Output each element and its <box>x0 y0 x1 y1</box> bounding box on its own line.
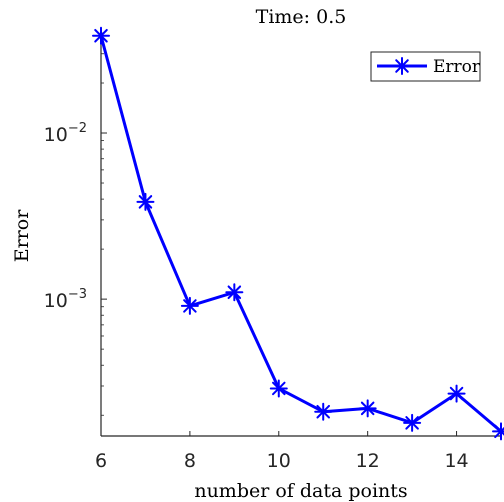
y-axis-label: Error <box>11 209 33 262</box>
y-tick-label-1: 10−3 <box>44 287 87 312</box>
legend: Error <box>370 51 481 82</box>
data-point-5 <box>314 402 333 421</box>
y-tick-label-base: 10 <box>44 290 68 312</box>
legend-marker <box>393 57 411 75</box>
x-tick-label-6: 6 <box>95 450 107 472</box>
data-point-2 <box>180 296 199 315</box>
data-point-6-stroke-3 <box>360 401 375 416</box>
data-point-9-stroke-3 <box>494 426 504 439</box>
data-point-0 <box>92 26 110 45</box>
data-point-5-stroke-3 <box>316 404 330 419</box>
data-point-0-stroke-3 <box>94 28 108 43</box>
data-point-1 <box>136 192 155 211</box>
y-tick-label-base: 10 <box>44 124 68 146</box>
data-point-2-stroke-3 <box>183 299 197 313</box>
data-point-8 <box>447 384 466 403</box>
x-tick-label-8: 8 <box>184 450 196 472</box>
data-point-8-stroke-3 <box>449 386 464 401</box>
y-tick-label-exponent: −3 <box>68 287 87 302</box>
x-tick-label-14: 14 <box>444 450 468 472</box>
data-point-3 <box>225 283 244 302</box>
data-point-7-stroke-3 <box>405 416 419 430</box>
data-point-4-stroke-3 <box>272 381 286 396</box>
data-point-1-stroke-3 <box>138 195 153 209</box>
data-point-3-stroke-3 <box>227 285 242 300</box>
x-axis-label: number of data points <box>194 480 407 502</box>
chart-title: Time: 0.5 <box>256 6 347 28</box>
x-tick-label-10: 10 <box>267 450 291 472</box>
series-layer <box>92 26 504 441</box>
data-point-9 <box>492 422 504 441</box>
legend-asterisk <box>393 57 411 75</box>
data-point-4 <box>269 379 288 398</box>
x-tick-label-12: 12 <box>356 450 380 472</box>
legend-entry-error: Error <box>433 57 481 77</box>
y-tick-label-exponent: −2 <box>68 121 87 136</box>
series-line-0 <box>99 34 503 433</box>
plot-frame <box>100 33 501 437</box>
y-tick-label-0: 10−2 <box>44 121 87 146</box>
legend-asterisk-stroke-3 <box>395 59 409 73</box>
data-point-7 <box>403 413 422 432</box>
data-point-6 <box>358 399 377 418</box>
